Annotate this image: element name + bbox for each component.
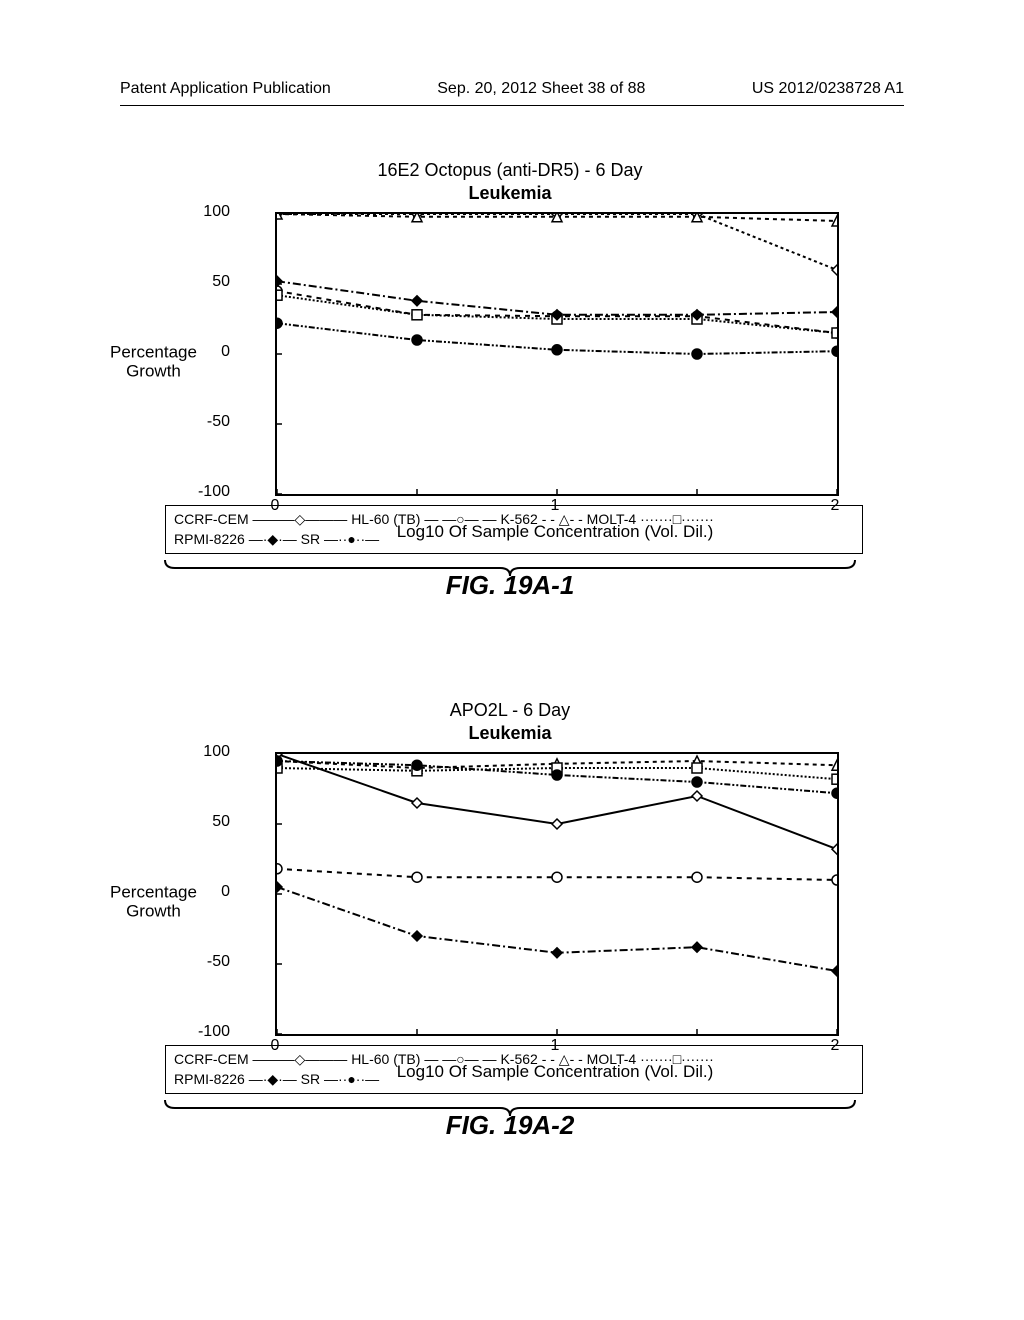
chart-1-y-label: Percentage Growth	[110, 343, 197, 380]
page-header: Patent Application Publication Sep. 20, …	[0, 80, 1024, 98]
legend-row-2: RPMI-8226 —·◆·— SR —··●··—	[174, 530, 854, 550]
chart-2-svg	[277, 754, 837, 1034]
legend-row-1b: CCRF-CEM ———◇——— HL-60 (TB) — —○— — K-56…	[174, 1050, 854, 1070]
header-right: US 2012/0238728 A1	[752, 80, 904, 98]
chart-1-subtitle: Leukemia	[120, 183, 900, 204]
chart-1-legend: CCRF-CEM ———◇——— HL-60 (TB) — —○— — K-56…	[165, 505, 863, 554]
header-center: Sep. 20, 2012 Sheet 38 of 88	[437, 80, 645, 98]
figure-caption-1: FIG. 19A-1	[120, 570, 900, 601]
chart-2-plot	[275, 752, 839, 1036]
legend-row-2b: RPMI-8226 —·◆·— SR —··●··—	[174, 1070, 854, 1090]
chart-1-area: Percentage Growth -100-50050100 012 Log1…	[120, 212, 900, 512]
chart-1-title: 16E2 Octopus (anti-DR5) - 6 Day	[120, 160, 900, 181]
chart-1-svg	[277, 214, 837, 494]
chart-2-subtitle: Leukemia	[120, 723, 900, 744]
chart-2-area: Percentage Growth -100-50050100 012 Log1…	[120, 752, 900, 1052]
header-left: Patent Application Publication	[120, 80, 331, 98]
chart-2-legend: CCRF-CEM ———◇——— HL-60 (TB) — —○— — K-56…	[165, 1045, 863, 1094]
chart-1-block: 16E2 Octopus (anti-DR5) - 6 Day Leukemia…	[120, 160, 900, 512]
chart-2-title: APO2L - 6 Day	[120, 700, 900, 721]
header-separator	[120, 105, 904, 106]
legend-row-1: CCRF-CEM ———◇——— HL-60 (TB) — —○— — K-56…	[174, 510, 854, 530]
figure-caption-2: FIG. 19A-2	[120, 1110, 900, 1141]
chart-2-block: APO2L - 6 Day Leukemia Percentage Growth…	[120, 700, 900, 1052]
chart-2-y-label: Percentage Growth	[110, 883, 197, 920]
chart-1-plot	[275, 212, 839, 496]
